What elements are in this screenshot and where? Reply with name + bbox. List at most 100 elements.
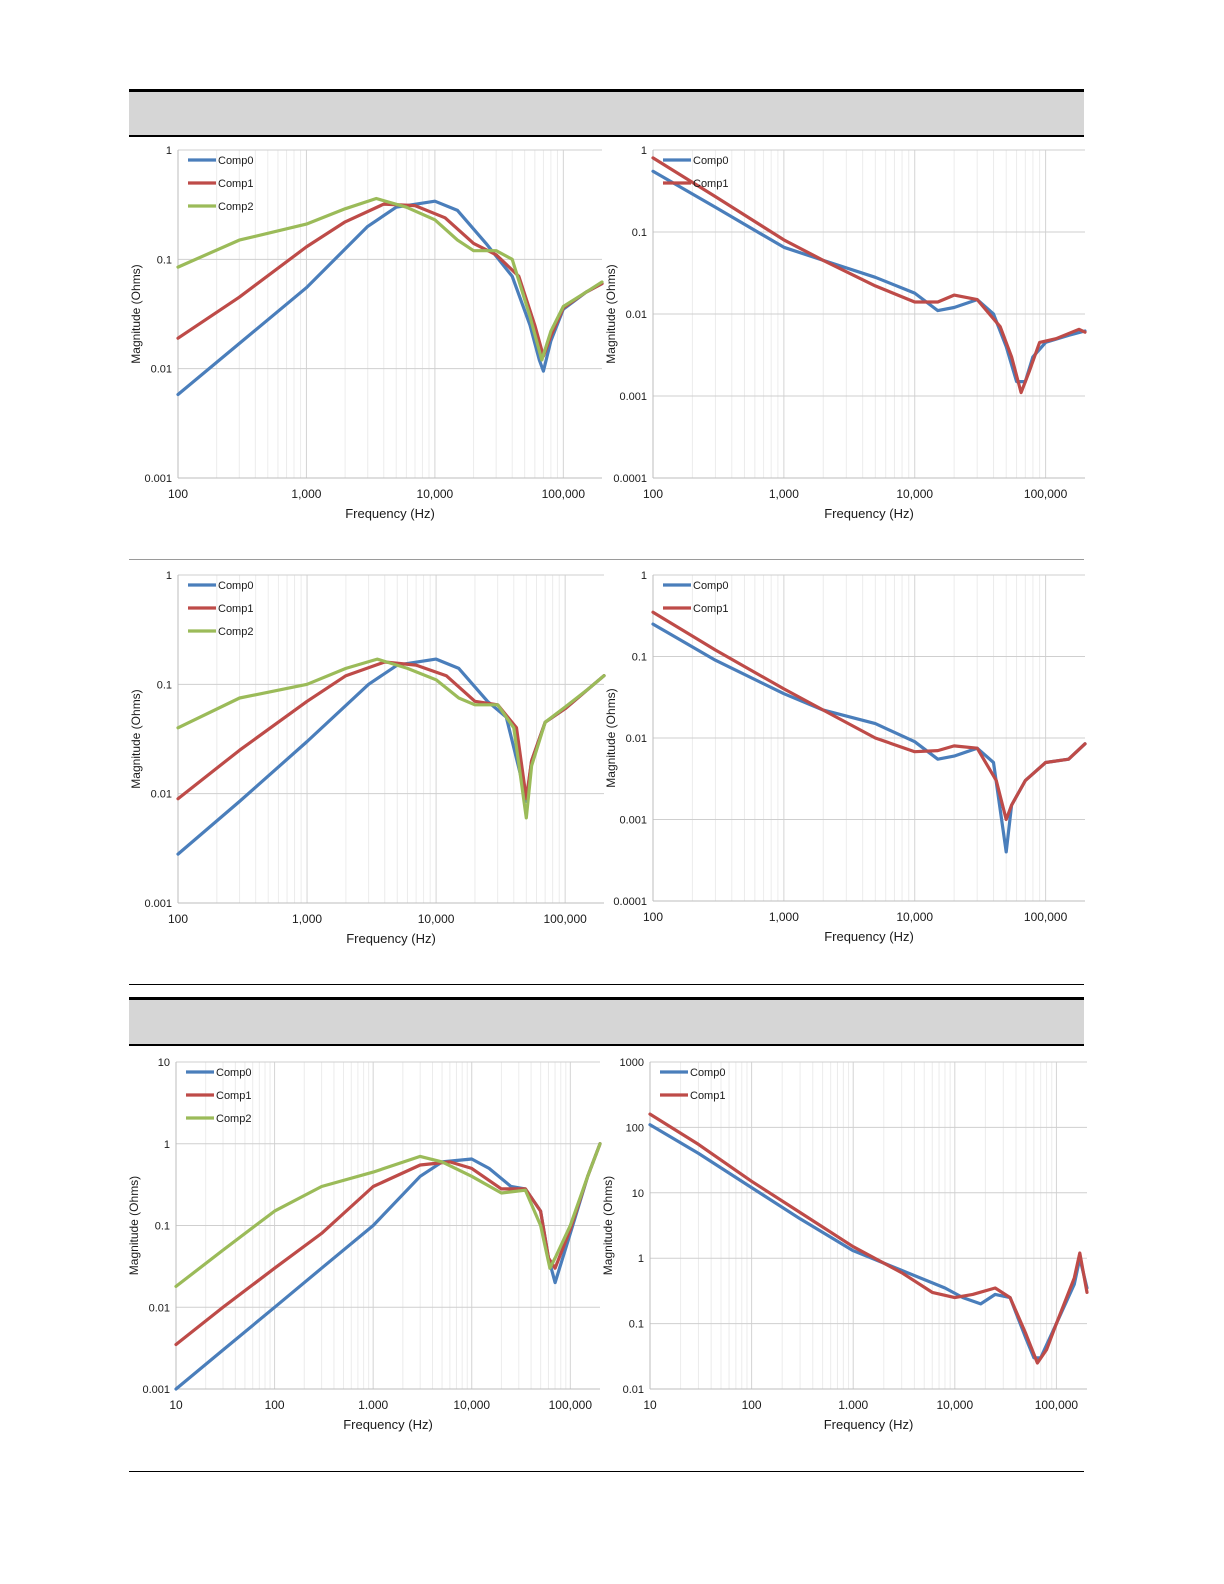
legend-label: Comp1 — [693, 603, 728, 615]
x-axis-title: Frequency (Hz) — [346, 931, 436, 946]
y-tick-label: 0.01 — [626, 733, 647, 745]
y-tick-label: 1 — [166, 570, 172, 582]
x-tick-label: 100,000 — [1024, 910, 1068, 924]
y-tick-label: 0.1 — [629, 1319, 644, 1331]
x-axis-title: Frequency (Hz) — [343, 1417, 433, 1432]
x-tick-label: 100 — [742, 1398, 762, 1412]
x-tick-label: 100,000 — [542, 487, 586, 501]
legend-label: Comp1 — [216, 1090, 251, 1102]
y-axis-title: Magnitude (Ohms) — [604, 264, 618, 363]
x-tick-label: 1,000 — [291, 487, 321, 501]
y-tick-label: 0.0001 — [613, 896, 647, 908]
x-tick-label: 10,000 — [936, 1398, 973, 1412]
series-line-comp1 — [651, 610, 1087, 822]
series-line-comp1 — [648, 1112, 1089, 1365]
x-tick-label: 1.000 — [838, 1398, 868, 1412]
y-tick-label: 0.001 — [619, 815, 647, 827]
series-line-comp2 — [174, 1142, 602, 1288]
y-tick-label: 0.01 — [626, 309, 647, 321]
plot-area — [650, 1062, 1087, 1389]
x-tick-label: 100 — [265, 1398, 285, 1412]
y-tick-label: 1 — [164, 1139, 170, 1151]
y-axis-title: Magnitude (Ohms) — [127, 1176, 141, 1275]
y-tick-label: 0.1 — [632, 652, 647, 664]
y-tick-label: 0.001 — [144, 473, 172, 485]
x-tick-label: 1,000 — [292, 912, 322, 926]
y-tick-label: 1 — [641, 145, 647, 157]
x-tick-label: 100,000 — [1024, 487, 1068, 501]
section-header-band-1 — [129, 89, 1084, 137]
x-tick-label: 1,000 — [769, 910, 799, 924]
legend-label: Comp0 — [218, 155, 253, 167]
x-tick-label: 100 — [643, 910, 663, 924]
y-tick-label: 0.001 — [619, 391, 647, 403]
x-axis-title: Frequency (Hz) — [824, 929, 914, 944]
y-tick-label: 0.01 — [151, 364, 172, 376]
x-axis-title: Frequency (Hz) — [824, 506, 914, 521]
x-axis-title: Frequency (Hz) — [824, 1417, 914, 1432]
y-tick-label: 0.01 — [151, 789, 172, 801]
x-tick-label: 10 — [643, 1398, 657, 1412]
legend-label: Comp2 — [218, 201, 253, 213]
legend-label: Comp2 — [216, 1113, 251, 1125]
panel-divider — [129, 559, 1084, 560]
legend-label: Comp1 — [690, 1090, 725, 1102]
section-header-band-2 — [129, 997, 1084, 1046]
y-axis-title: Magnitude (Ohms) — [601, 1176, 615, 1275]
x-tick-label: 1,000 — [769, 487, 799, 501]
series-line-comp1 — [651, 156, 1087, 395]
y-tick-label: 0.0001 — [613, 473, 647, 485]
y-tick-label: 0.1 — [155, 1221, 170, 1233]
y-tick-label: 1 — [638, 1253, 644, 1265]
y-axis-title: Magnitude (Ohms) — [604, 688, 618, 787]
x-tick-label: 10,000 — [417, 487, 454, 501]
legend-label: Comp0 — [693, 155, 728, 167]
x-tick-label: 100 — [168, 912, 188, 926]
legend-label: Comp1 — [218, 603, 253, 615]
x-axis-title: Frequency (Hz) — [345, 506, 435, 521]
legend-label: Comp1 — [218, 178, 253, 190]
x-tick-label: 100,000 — [549, 1398, 593, 1412]
x-tick-label: 100,000 — [1035, 1398, 1079, 1412]
x-tick-label: 10,000 — [896, 487, 933, 501]
x-tick-label: 1.000 — [358, 1398, 388, 1412]
legend-label: Comp0 — [218, 580, 253, 592]
y-tick-label: 0.1 — [632, 227, 647, 239]
y-tick-label: 0.1 — [157, 679, 172, 691]
x-tick-label: 100 — [643, 487, 663, 501]
legend-label: Comp0 — [693, 580, 728, 592]
series-line-comp2 — [176, 657, 606, 820]
legend-label: Comp1 — [693, 178, 728, 190]
y-tick-label: 0.01 — [149, 1302, 170, 1314]
series-line-comp2 — [176, 196, 604, 362]
y-tick-label: 1 — [641, 570, 647, 582]
x-tick-label: 100 — [168, 487, 188, 501]
x-tick-label: 10 — [169, 1398, 183, 1412]
page-bottom-rule — [129, 1471, 1084, 1472]
y-tick-label: 1000 — [620, 1057, 644, 1069]
legend-label: Comp0 — [216, 1067, 251, 1079]
y-tick-label: 1 — [166, 145, 172, 157]
y-tick-label: 10 — [158, 1057, 170, 1069]
x-tick-label: 10,000 — [453, 1398, 490, 1412]
y-tick-label: 0.001 — [144, 898, 172, 910]
y-tick-label: 10 — [632, 1188, 644, 1200]
y-tick-label: 0.1 — [157, 254, 172, 266]
y-axis-title: Magnitude (Ohms) — [129, 689, 143, 788]
section-end-rule — [129, 984, 1084, 985]
x-tick-label: 10,000 — [896, 910, 933, 924]
plot-area — [178, 575, 604, 903]
y-tick-label: 0.01 — [623, 1384, 644, 1396]
x-tick-label: 10,000 — [418, 912, 455, 926]
x-tick-label: 100,000 — [543, 912, 587, 926]
series-line-comp0 — [174, 1142, 602, 1391]
legend-label: Comp2 — [218, 626, 253, 638]
y-tick-label: 0.001 — [142, 1384, 170, 1396]
y-tick-label: 100 — [626, 1122, 644, 1134]
